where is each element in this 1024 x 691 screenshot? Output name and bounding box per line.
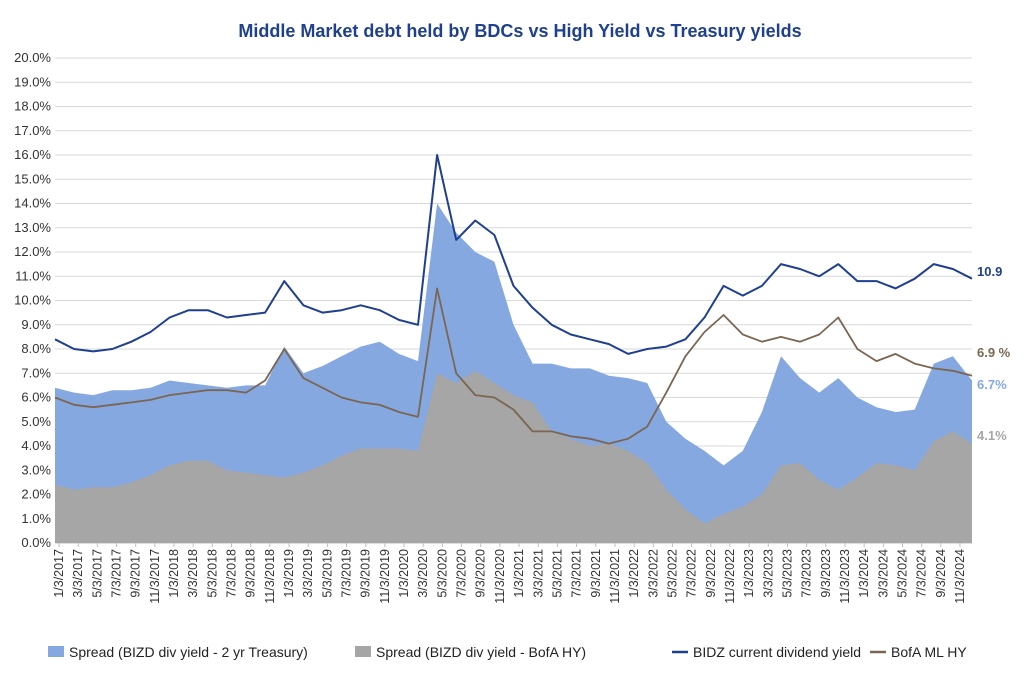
x-tick-label: 5/3/2020 — [435, 549, 449, 598]
x-axis: 1/3/2017 3/3/2017 5/3/2017 7/3/2017 9/3/2017… — [52, 543, 967, 604]
legend-swatch-0 — [48, 646, 64, 657]
y-tick-label: 10.0% — [14, 293, 51, 308]
x-tick-label: 9/3/2019 — [359, 549, 373, 598]
x-tick-label: 9/3/2023 — [819, 549, 833, 598]
x-tick-label: 3/3/2022 — [646, 549, 660, 598]
x-tick-label: 5/3/2018 — [205, 549, 219, 598]
x-tick-label: 11/3/2020 — [493, 549, 507, 604]
y-tick-label: 5.0% — [21, 414, 51, 429]
y-tick-label: 15.0% — [14, 171, 51, 186]
y-axis: 0.0% 1.0% 2.0% 3.0% 4.0% 5.0% 6.0% 7.0% 8.0% 9.0%… — [14, 50, 51, 550]
x-tick-label: 3/3/2023 — [761, 549, 775, 598]
y-tick-label: 19.0% — [14, 74, 51, 89]
y-tick-label: 11.0% — [15, 268, 51, 283]
x-tick-label: 7/3/2022 — [685, 549, 699, 598]
x-tick-label: 1/3/2022 — [627, 549, 641, 598]
end-label-3: 6.9 % — [977, 345, 1011, 360]
y-tick-label: 17.0% — [14, 123, 51, 138]
y-tick-label: 3.0% — [21, 462, 51, 477]
x-tick-label: 9/3/2020 — [474, 549, 488, 598]
x-tick-label: 9/3/2018 — [244, 549, 258, 598]
legend-label-1: Spread (BIZD div yield - BofA HY) — [376, 644, 586, 660]
x-tick-label: 9/3/2021 — [589, 549, 603, 598]
x-tick-label: 5/3/2022 — [665, 549, 679, 598]
legend-label-2: BIDZ current dividend yield — [693, 644, 861, 660]
line-series-2 — [54, 154, 973, 355]
x-tick-label: 11/3/2021 — [608, 549, 622, 604]
line-series-3 — [54, 287, 973, 445]
x-tick-label: 7/3/2019 — [340, 549, 354, 598]
x-tick-label: 3/3/2024 — [876, 549, 890, 598]
x-tick-label: 5/3/2023 — [780, 549, 794, 598]
y-tick-label: 6.0% — [21, 390, 51, 405]
y-tick-label: 12.0% — [14, 244, 51, 259]
chart-title: Middle Market debt held by BDCs vs High … — [238, 21, 801, 41]
end-label-0: 6.7% — [977, 377, 1007, 392]
x-tick-label: 5/3/2019 — [320, 549, 334, 598]
x-tick-label: 9/3/2022 — [704, 549, 718, 598]
x-tick-label: 3/3/2017 — [71, 549, 85, 598]
end-label-1: 4.1% — [977, 428, 1007, 443]
area-series-0 — [55, 203, 972, 543]
x-tick-label: 1/3/2020 — [397, 549, 411, 598]
y-tick-label: 16.0% — [14, 147, 51, 162]
x-tick-label: 1/3/2024 — [857, 549, 871, 598]
end-label-2: 10.9 — [977, 264, 1002, 279]
y-tick-label: 4.0% — [21, 438, 51, 453]
area-series-1 — [55, 370, 972, 543]
x-tick-label: 1/3/2019 — [282, 549, 296, 598]
x-tick-label: 3/3/2021 — [531, 549, 545, 598]
legend-swatch-1 — [355, 646, 371, 657]
y-tick-label: 20.0% — [14, 50, 51, 65]
x-tick-label: 5/3/2021 — [550, 549, 564, 598]
x-tick-label: 11/3/2024 — [953, 549, 967, 604]
x-tick-label: 11/3/2017 — [148, 549, 162, 604]
x-tick-label: 9/3/2017 — [129, 549, 143, 598]
x-tick-label: 5/3/2024 — [895, 549, 909, 598]
x-tick-label: 1/3/2023 — [742, 549, 756, 598]
x-tick-label: 11/3/2018 — [263, 549, 277, 604]
x-tick-label: 7/3/2024 — [915, 549, 929, 598]
y-tick-label: 9.0% — [21, 317, 51, 332]
x-tick-label: 7/3/2018 — [225, 549, 239, 598]
x-tick-label: 11/3/2022 — [723, 549, 737, 604]
end-labels: 6.7% 4.1% 10.9 6.9 % — [977, 264, 1011, 443]
y-tick-label: 0.0% — [21, 535, 51, 550]
x-tick-label: 1/3/2021 — [512, 549, 526, 598]
x-tick-label: 3/3/2018 — [186, 549, 200, 598]
x-tick-label: 11/3/2019 — [378, 549, 392, 604]
x-tick-label: 7/3/2020 — [455, 549, 469, 598]
legend: Spread (BIZD div yield - 2 yr Treasury) S… — [48, 644, 967, 660]
legend-label-0: Spread (BIZD div yield - 2 yr Treasury) — [69, 644, 308, 660]
y-tick-label: 7.0% — [21, 365, 51, 380]
x-tick-label: 11/3/2023 — [838, 549, 852, 604]
line-series — [54, 154, 973, 445]
x-tick-label: 1/3/2017 — [52, 549, 66, 598]
area-series — [55, 203, 972, 543]
x-tick-label: 7/3/2023 — [800, 549, 814, 598]
x-tick-label: 5/3/2017 — [90, 549, 104, 598]
x-tick-label: 1/3/2018 — [167, 549, 181, 598]
y-tick-label: 1.0% — [21, 511, 51, 526]
y-tick-label: 14.0% — [14, 196, 51, 211]
y-tick-label: 8.0% — [21, 341, 51, 356]
x-tick-label: 9/3/2024 — [934, 549, 948, 598]
y-tick-label: 18.0% — [14, 99, 51, 114]
x-tick-label: 3/3/2019 — [301, 549, 315, 598]
x-tick-label: 7/3/2017 — [110, 549, 124, 598]
x-tick-label: 3/3/2020 — [416, 549, 430, 598]
x-tick-label: 7/3/2021 — [570, 549, 584, 598]
legend-label-3: BofA ML HY — [891, 644, 967, 660]
y-tick-label: 13.0% — [14, 220, 51, 235]
y-tick-label: 2.0% — [21, 487, 51, 502]
